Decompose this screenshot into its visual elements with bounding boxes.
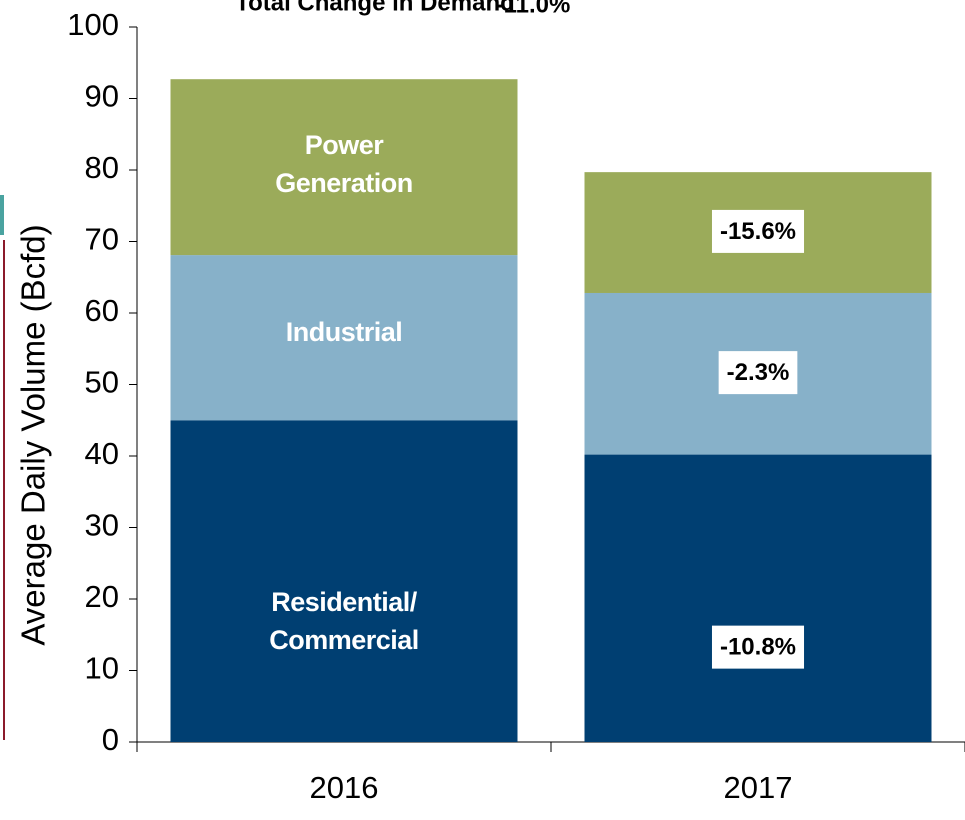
decoration — [3, 240, 5, 740]
decoration — [0, 195, 4, 235]
bar-segment — [170, 255, 518, 421]
segment-label: Power Generation — [275, 130, 413, 199]
chart-title: Total Change in Demand — [235, 0, 515, 16]
y-tick-label: 20 — [85, 579, 119, 614]
segment-label: Residential/ Commercial — [269, 587, 419, 656]
y-tick-label: 80 — [85, 150, 119, 185]
x-tick-label: 2017 — [724, 770, 793, 805]
y-tick-label: 60 — [85, 293, 119, 328]
change-label-box — [711, 625, 805, 669]
y-tick-label: 50 — [85, 365, 119, 400]
title-value: -11.0% — [496, 0, 571, 18]
y-tick-label: 70 — [85, 222, 119, 257]
y-tick-label: 30 — [85, 508, 119, 543]
change-label-box — [718, 351, 798, 395]
bar-segment — [170, 420, 518, 742]
change-label: -15.6% — [720, 218, 796, 245]
change-label-box — [711, 209, 805, 253]
bar-segment — [170, 79, 518, 256]
y-tick-label: 90 — [85, 79, 119, 114]
change-label: -2.3% — [727, 359, 790, 386]
y-tick-label: 40 — [85, 436, 119, 471]
x-tick-label: 2016 — [310, 770, 379, 805]
change-label: -10.8% — [720, 634, 796, 661]
y-axis-label: Average Daily Volume (Bcfd) — [15, 224, 52, 645]
y-tick-label: 100 — [67, 7, 119, 42]
bar-segment — [584, 454, 932, 742]
y-tick-label: 10 — [85, 651, 119, 686]
y-tick-label: 0 — [102, 722, 119, 757]
segment-label: Industrial — [285, 316, 403, 347]
